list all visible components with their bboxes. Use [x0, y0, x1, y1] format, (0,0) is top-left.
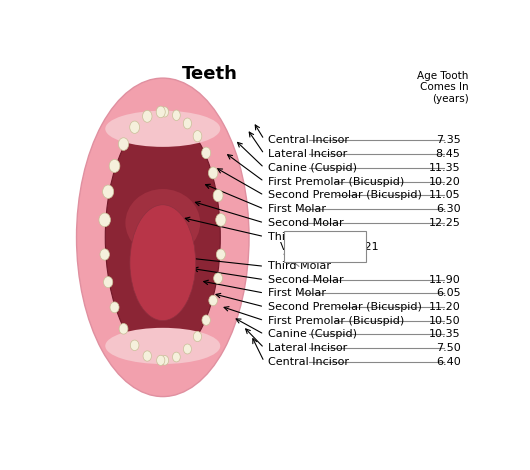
Text: Second Molar: Second Molar [268, 218, 343, 228]
Text: Second Molar: Second Molar [268, 274, 343, 285]
Ellipse shape [100, 249, 109, 260]
Ellipse shape [126, 189, 200, 257]
Text: 7.35: 7.35 [436, 134, 461, 145]
Text: Central Incisor: Central Incisor [268, 357, 349, 367]
Ellipse shape [216, 213, 226, 226]
Text: Teeth: Teeth [182, 65, 238, 84]
Text: Lateral Incisor: Lateral Incisor [268, 343, 347, 353]
Ellipse shape [130, 205, 196, 321]
Text: Second Premolar (Bicuspid): Second Premolar (Bicuspid) [268, 190, 421, 200]
Ellipse shape [103, 276, 113, 288]
Ellipse shape [143, 351, 152, 361]
Ellipse shape [156, 106, 165, 118]
Ellipse shape [143, 110, 152, 122]
Ellipse shape [209, 295, 217, 306]
Ellipse shape [172, 352, 180, 362]
Text: 11.20: 11.20 [429, 302, 461, 312]
Ellipse shape [130, 121, 139, 133]
Ellipse shape [118, 138, 129, 150]
Ellipse shape [161, 107, 169, 117]
Text: First Molar: First Molar [268, 288, 325, 298]
Ellipse shape [214, 273, 223, 283]
Text: Age Tooth: Age Tooth [418, 71, 469, 81]
Ellipse shape [202, 315, 210, 325]
Ellipse shape [161, 355, 169, 365]
Text: Variable  17 to 21: Variable 17 to 21 [280, 242, 378, 251]
Text: 6.40: 6.40 [436, 357, 461, 367]
Text: Second Premolar (Bicuspid): Second Premolar (Bicuspid) [268, 302, 421, 312]
Ellipse shape [130, 340, 139, 351]
Text: Comes In: Comes In [420, 82, 469, 93]
Text: 6.30: 6.30 [436, 204, 461, 214]
Text: Canine (Cuspid): Canine (Cuspid) [268, 329, 357, 339]
Ellipse shape [193, 131, 202, 142]
Ellipse shape [183, 344, 191, 354]
Text: Canine (Cuspid): Canine (Cuspid) [268, 163, 357, 173]
Text: First Premolar (Bicuspid): First Premolar (Bicuspid) [268, 177, 404, 187]
Text: 7.50: 7.50 [436, 343, 461, 353]
Ellipse shape [213, 189, 223, 202]
Text: 11.90: 11.90 [429, 274, 461, 285]
Ellipse shape [103, 185, 114, 198]
Text: Third Molar: Third Molar [268, 232, 331, 242]
Text: 11.05: 11.05 [429, 190, 461, 200]
Text: 11.35: 11.35 [429, 163, 461, 173]
Ellipse shape [157, 355, 165, 365]
Ellipse shape [105, 114, 220, 360]
Ellipse shape [193, 331, 201, 342]
Ellipse shape [105, 328, 220, 364]
Text: 12.25: 12.25 [429, 218, 461, 228]
Text: 10.20: 10.20 [429, 177, 461, 187]
Ellipse shape [172, 110, 180, 120]
Ellipse shape [110, 302, 119, 313]
Ellipse shape [76, 78, 249, 397]
Bar [284, 231, 366, 262]
Text: Central Incisor: Central Incisor [268, 134, 349, 145]
Text: First Molar: First Molar [268, 204, 325, 214]
Text: 6.05: 6.05 [436, 288, 461, 298]
Text: Third Molar: Third Molar [268, 261, 331, 271]
Ellipse shape [216, 249, 225, 260]
Text: First Premolar (Bicuspid): First Premolar (Bicuspid) [268, 315, 404, 326]
Ellipse shape [119, 323, 128, 334]
Ellipse shape [109, 159, 120, 172]
Ellipse shape [99, 213, 110, 227]
Text: (years): (years) [432, 94, 469, 104]
Text: 10.35: 10.35 [429, 329, 461, 339]
Text: 8.45: 8.45 [436, 149, 461, 159]
Text: Lateral Incisor: Lateral Incisor [268, 149, 347, 159]
Ellipse shape [105, 110, 220, 147]
Ellipse shape [183, 118, 191, 129]
Text: 10.50: 10.50 [429, 315, 461, 326]
Ellipse shape [201, 147, 211, 159]
Ellipse shape [208, 167, 218, 179]
